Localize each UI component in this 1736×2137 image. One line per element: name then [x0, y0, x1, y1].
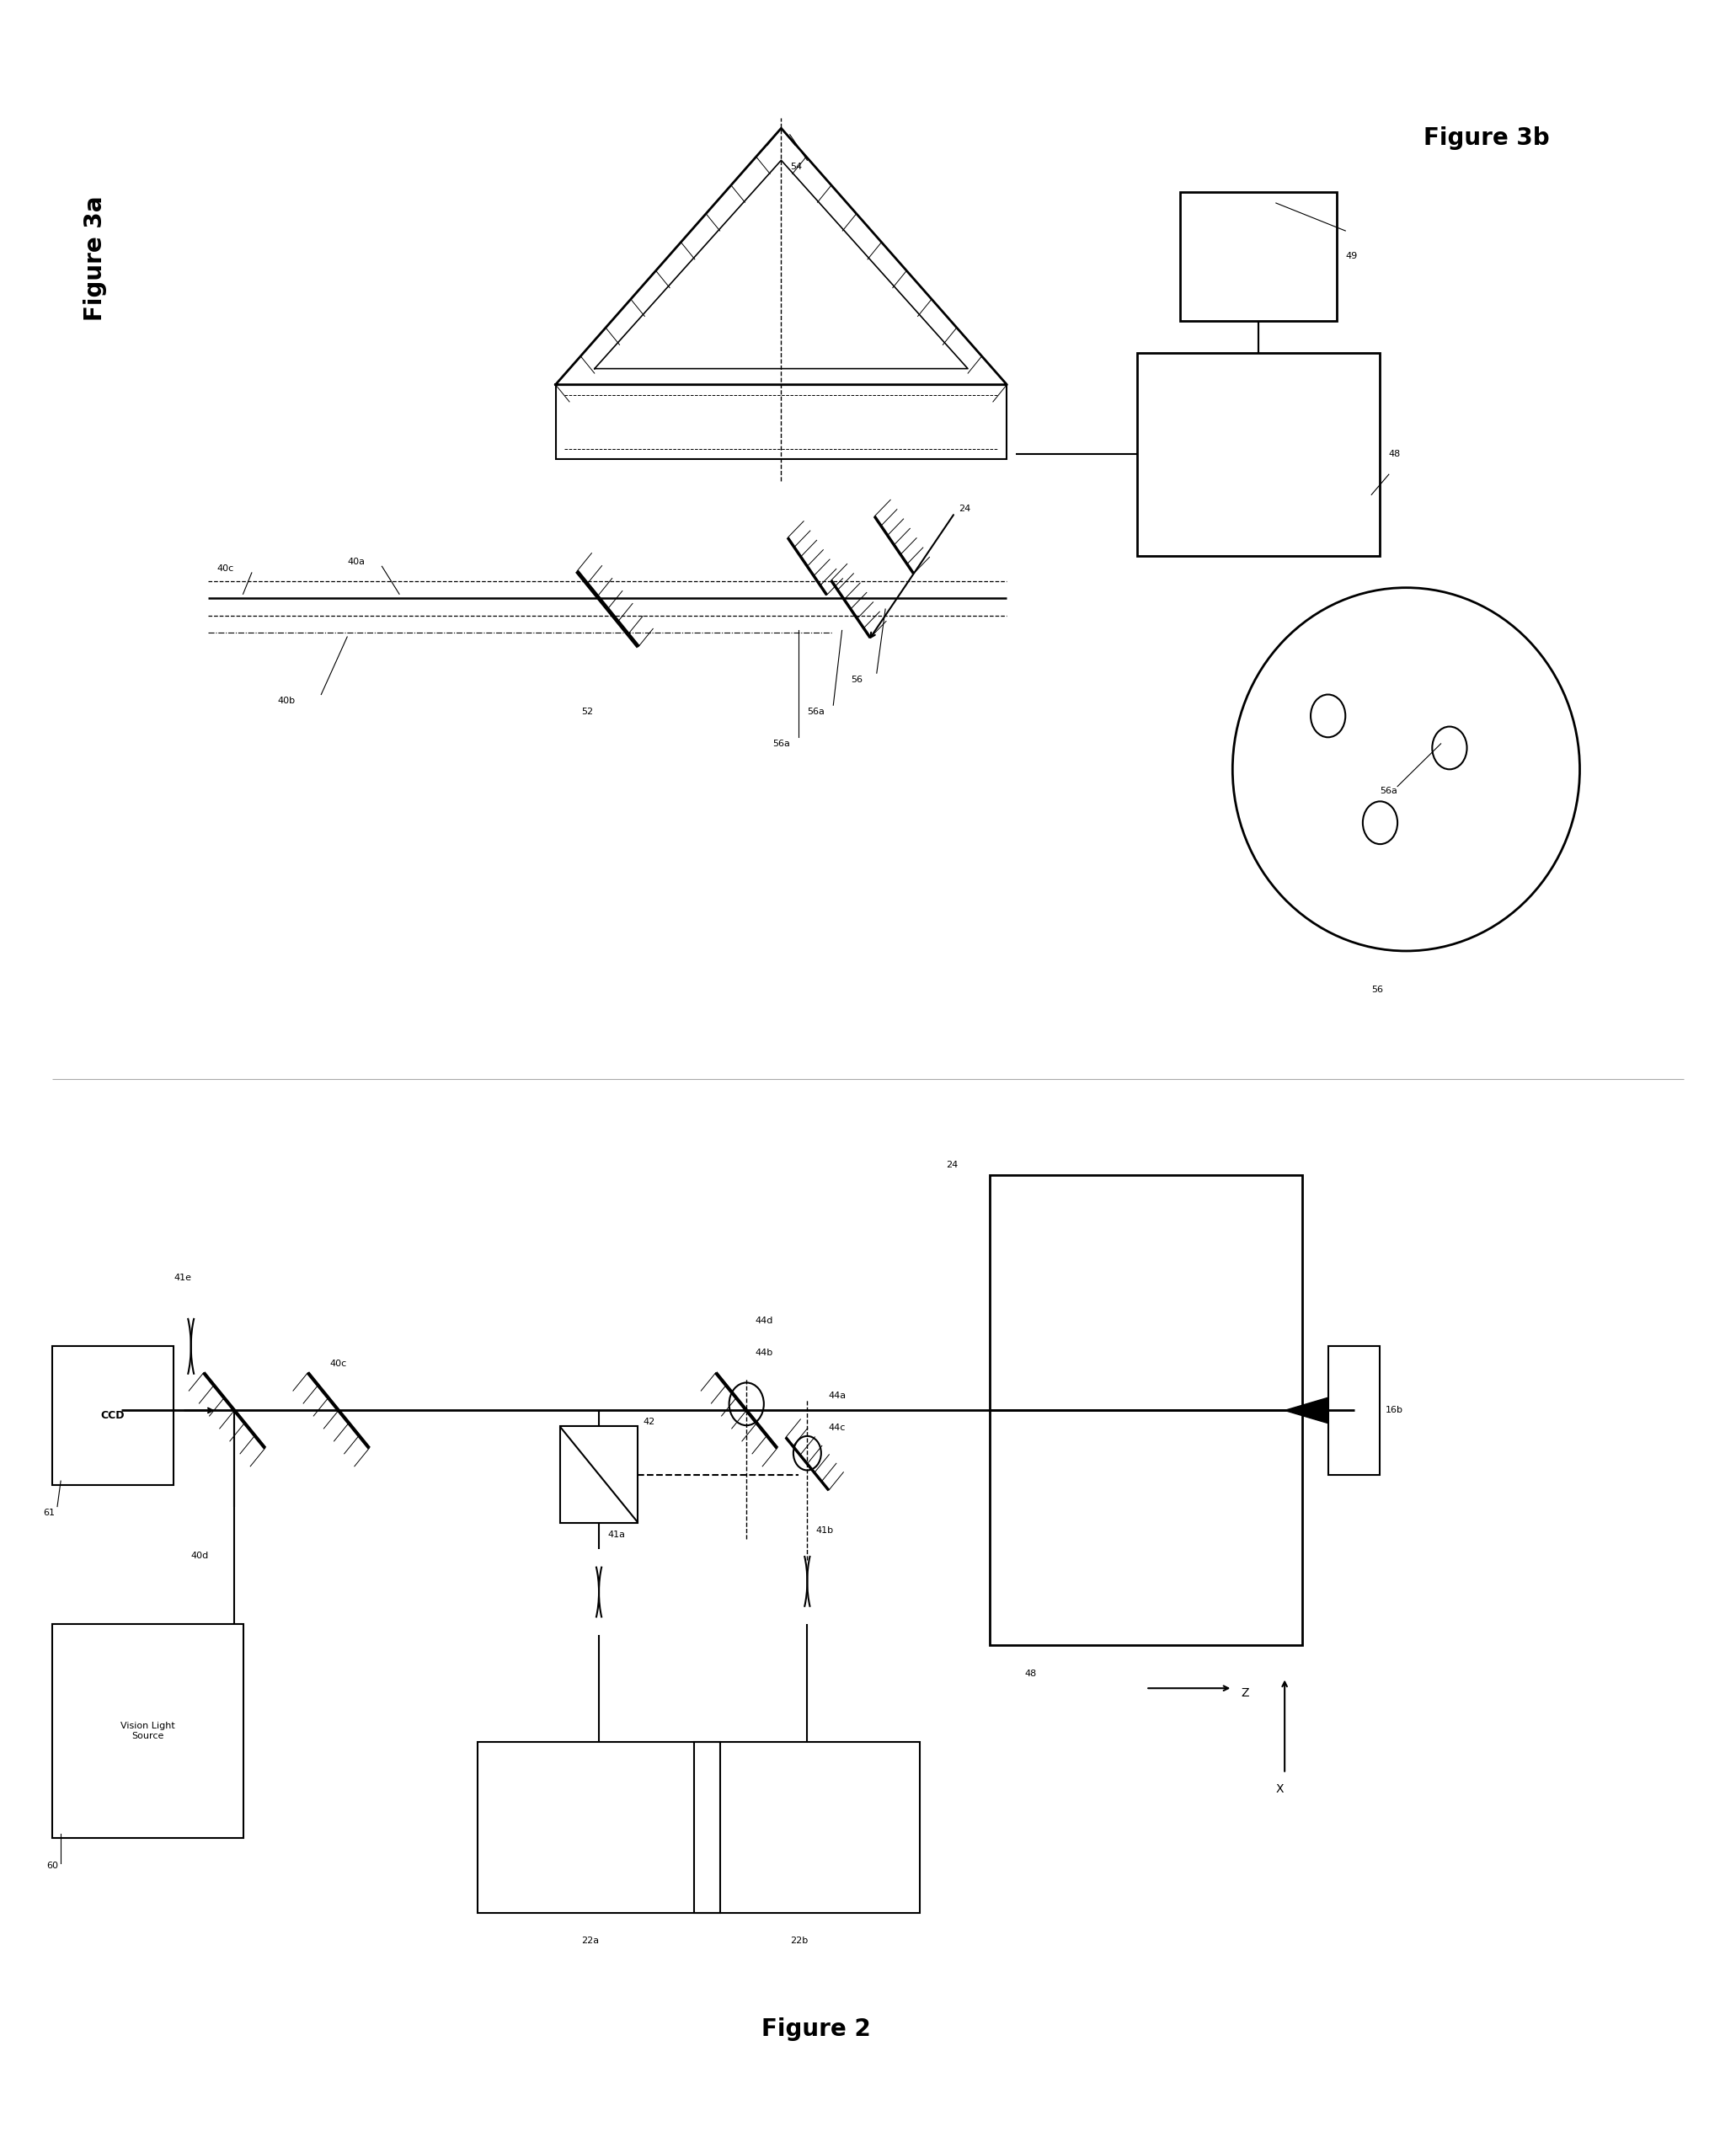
Text: 16b: 16b: [1385, 1406, 1403, 1415]
Text: 40c: 40c: [330, 1359, 347, 1368]
Text: 44b: 44b: [755, 1348, 773, 1357]
Text: Figure 3b: Figure 3b: [1424, 126, 1550, 150]
Text: CCD: CCD: [101, 1410, 125, 1421]
Bar: [1328, 1346, 1380, 1475]
Text: 44d: 44d: [755, 1316, 773, 1325]
Bar: [556, 385, 1007, 459]
Text: Vision Light
Source: Vision Light Source: [120, 1722, 175, 1740]
Text: 49: 49: [1345, 252, 1358, 261]
Text: 56a: 56a: [1380, 786, 1397, 795]
Text: 60: 60: [47, 1861, 59, 1870]
Text: 40a: 40a: [347, 558, 365, 566]
Text: 52: 52: [582, 707, 594, 716]
Text: 24: 24: [958, 504, 970, 513]
Bar: [694, 1742, 920, 1913]
Text: Figure 2: Figure 2: [762, 2017, 870, 2041]
Bar: [477, 1742, 720, 1913]
Text: Figure 3a: Figure 3a: [83, 194, 108, 321]
Text: 22a: 22a: [582, 1936, 599, 1945]
Text: 44c: 44c: [828, 1423, 845, 1432]
Text: 41e: 41e: [174, 1274, 191, 1282]
Text: 54: 54: [790, 162, 802, 171]
Text: 56a: 56a: [807, 707, 825, 716]
Text: 40b: 40b: [278, 697, 295, 705]
Text: 48: 48: [1024, 1669, 1036, 1678]
Bar: [1180, 192, 1337, 321]
Text: 56a: 56a: [773, 739, 790, 748]
Text: 56: 56: [851, 675, 863, 684]
Text: 42: 42: [642, 1419, 654, 1428]
Bar: [52, 1346, 174, 1485]
Text: 40c: 40c: [217, 564, 234, 573]
Text: 44a: 44a: [828, 1391, 845, 1400]
Bar: [52, 1624, 243, 1838]
Text: 24: 24: [946, 1160, 958, 1169]
Text: 41b: 41b: [816, 1526, 833, 1534]
Bar: [1137, 353, 1380, 556]
Text: 61: 61: [43, 1509, 56, 1517]
Text: 41a: 41a: [608, 1530, 625, 1539]
Text: 56: 56: [1371, 985, 1384, 994]
Text: 40d: 40d: [191, 1551, 208, 1560]
Bar: [990, 1175, 1302, 1645]
Bar: [559, 1428, 639, 1522]
Text: 48: 48: [1389, 451, 1401, 457]
Text: Z: Z: [1241, 1686, 1250, 1699]
Text: 22b: 22b: [790, 1936, 807, 1945]
Text: X: X: [1276, 1782, 1285, 1795]
Polygon shape: [1285, 1398, 1328, 1423]
